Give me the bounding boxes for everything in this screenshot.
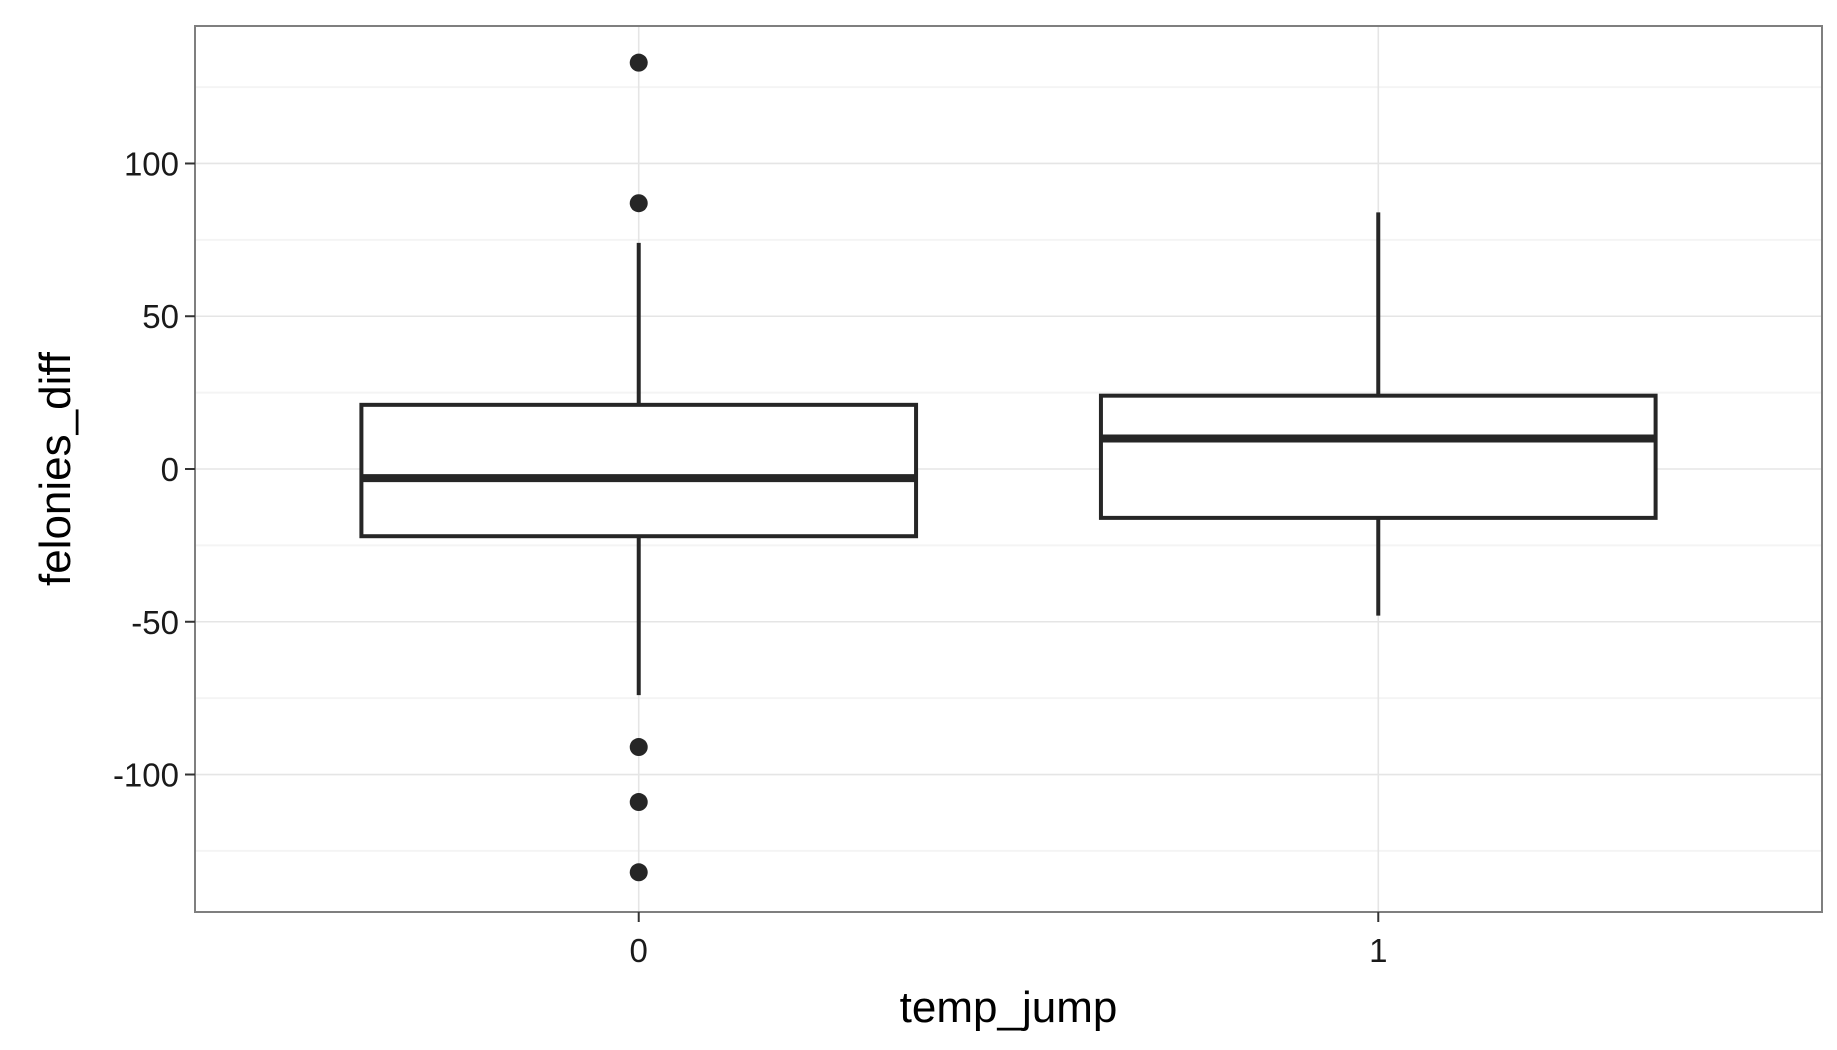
box-group-1 bbox=[1098, 212, 1658, 616]
outlier-point bbox=[629, 53, 648, 72]
box-iqr bbox=[1098, 393, 1658, 520]
axes: 100 50 0 -50 -100 0 1 bbox=[113, 145, 1388, 969]
x-tick-label: 0 bbox=[630, 932, 648, 969]
outlier-point bbox=[629, 793, 648, 812]
y-axis-title: felonies_diff bbox=[31, 351, 80, 586]
outlier-point bbox=[629, 738, 648, 757]
y-tick-label: -100 bbox=[113, 757, 179, 794]
box-iqr bbox=[359, 402, 919, 539]
y-tick-label: 50 bbox=[142, 298, 179, 335]
boxes bbox=[359, 53, 1658, 882]
y-tick-label: 100 bbox=[124, 145, 179, 182]
x-tick-label: 1 bbox=[1369, 932, 1387, 969]
box-group-0 bbox=[359, 53, 919, 882]
y-tick-label: 0 bbox=[161, 451, 179, 488]
outlier-point bbox=[629, 194, 648, 213]
x-axis-title: temp_jump bbox=[900, 983, 1118, 1032]
outlier-point bbox=[629, 863, 648, 882]
y-tick-label: -50 bbox=[131, 604, 179, 641]
